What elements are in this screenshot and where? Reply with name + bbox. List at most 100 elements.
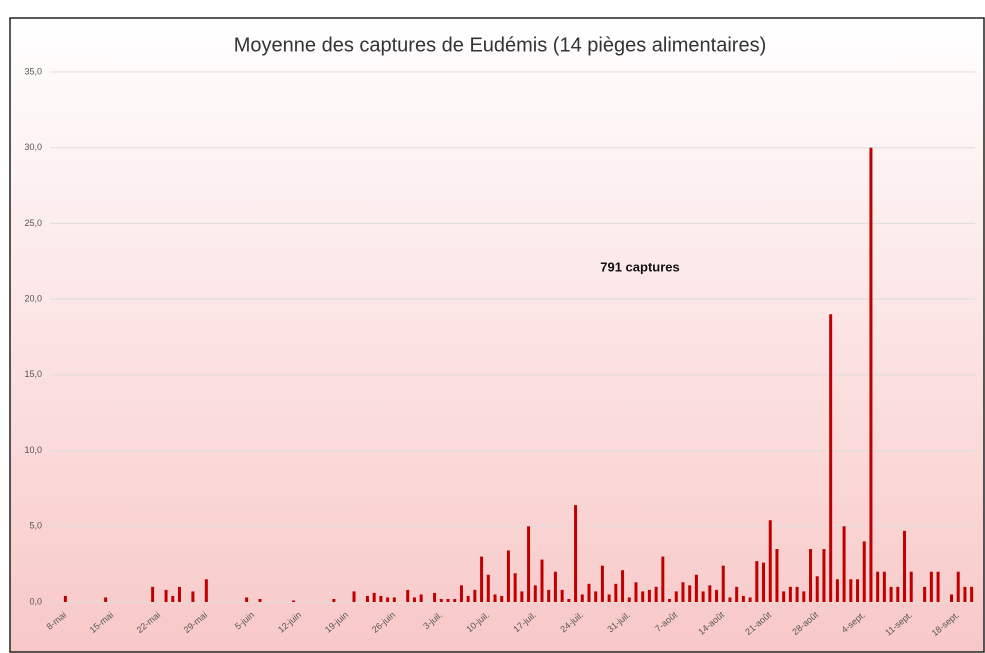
bar [909,571,913,602]
bar [486,574,490,602]
annotation: 791 captures [600,259,680,274]
bar [406,589,410,602]
bar [574,505,578,602]
bar [547,589,551,602]
bar [332,598,336,602]
bar [876,571,880,602]
bar [661,556,665,602]
bar [527,526,531,602]
bar [614,583,618,602]
bar [681,582,685,602]
bar [809,549,813,602]
bar [647,589,651,602]
bar [842,526,846,602]
bar [862,541,866,602]
bar [856,579,860,602]
bar [473,589,477,602]
bar [567,598,571,602]
bar [412,597,416,602]
y-tick-label: 10,0 [24,445,42,455]
bar [701,591,705,602]
bar [688,585,692,602]
bar [594,591,598,602]
bar [607,594,611,602]
y-tick-label: 5,0 [29,521,42,531]
bar [641,591,645,602]
y-tick-label: 30,0 [24,142,42,152]
bar [63,595,67,602]
bar [164,589,168,602]
bar [694,574,698,602]
bar [245,597,249,602]
bar [970,586,974,602]
bar [433,592,437,602]
bar [533,585,537,602]
bar [896,586,900,602]
bar [600,565,604,602]
bar [674,591,678,602]
bar [956,571,960,602]
chart-title: Moyenne des captures de Eudémis (14 pièg… [234,34,767,56]
bar [708,585,712,602]
bar [379,595,383,602]
bar [882,571,886,602]
bar [520,591,524,602]
bar [540,559,544,602]
bar [755,561,759,602]
bar [392,597,396,602]
bar [580,594,584,602]
bar [735,586,739,602]
bar [621,570,625,602]
bar [292,600,296,602]
bar [446,598,450,602]
bar [372,592,376,602]
bar [728,597,732,602]
bar [560,589,564,602]
bar [936,571,940,602]
bar [104,597,108,602]
bar [923,586,927,602]
bar [439,598,443,602]
bar [191,591,195,602]
bar [553,571,557,602]
bar [500,595,504,602]
bar [903,530,907,602]
bar [715,589,719,602]
bar [480,556,484,602]
y-tick-label: 35,0 [24,66,42,76]
chart-frame [9,17,985,653]
bar [889,586,893,602]
bar [788,586,792,602]
bar [587,583,591,602]
bar [829,314,833,602]
bar [151,586,155,602]
bar [835,579,839,602]
bar [950,594,954,602]
bar [634,582,638,602]
bar [721,565,725,602]
bar [768,520,772,602]
bar [748,597,752,602]
y-tick-label: 25,0 [24,218,42,228]
bar [795,586,799,602]
bar [419,594,423,602]
bar [929,571,933,602]
bar [802,591,806,602]
y-tick-label: 15,0 [24,369,42,379]
bar [815,576,819,602]
bar [668,598,672,602]
bar [453,598,457,602]
bar [654,586,658,602]
bar [258,598,262,602]
bar [741,595,745,602]
bar [177,586,181,602]
bar [849,579,853,602]
bar [365,595,369,602]
bar [171,595,175,602]
bar [352,591,356,602]
bar [459,585,463,602]
bar [869,147,873,602]
bar [762,562,766,602]
y-tick-label: 20,0 [24,294,42,304]
